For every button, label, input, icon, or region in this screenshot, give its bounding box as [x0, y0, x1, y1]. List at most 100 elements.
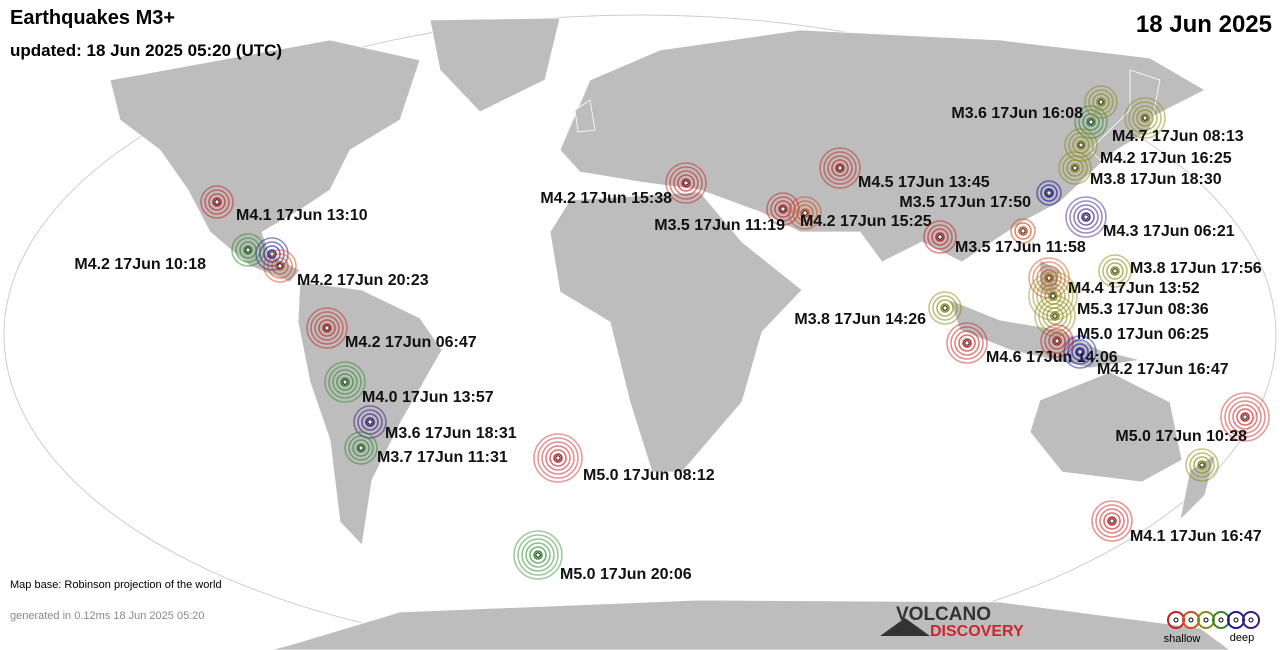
center: [1088, 119, 1094, 125]
ring: [1106, 262, 1124, 280]
ring: [800, 208, 810, 218]
date: 18 Jun 2025: [1136, 11, 1272, 38]
ring: [1032, 275, 1074, 317]
quake-label: M5.0 17Jun 08:12: [583, 467, 715, 484]
quake-label: M5.0 17Jun 06:25: [1077, 326, 1209, 343]
legend-dot: [1248, 617, 1254, 623]
ring: [1197, 460, 1207, 470]
ring: [1088, 89, 1114, 115]
ring: [1107, 516, 1117, 526]
quake-label: M4.2 17Jun 15:25: [800, 213, 932, 230]
ring: [255, 237, 289, 271]
ring: [1036, 180, 1062, 206]
quake-label: M4.5 17Jun 13:45: [858, 174, 990, 191]
quake-label: M4.7 17Jun 08:13: [1112, 128, 1244, 145]
ring: [935, 232, 945, 242]
center: [802, 210, 808, 216]
quake-marker: [923, 220, 957, 254]
ring: [940, 303, 950, 313]
ring: [669, 166, 703, 200]
ring: [212, 197, 222, 207]
quake-label: M4.2 17Jun 10:18: [74, 256, 206, 273]
ring: [324, 361, 366, 403]
quake-marker: [324, 361, 366, 403]
ring: [344, 431, 378, 465]
ring: [1078, 109, 1104, 135]
ring: [1018, 226, 1028, 236]
quake-label: M3.6 17Jun 16:08: [951, 105, 1083, 122]
center: [683, 180, 689, 186]
ring: [275, 261, 285, 271]
quake-label: M5.0 17Jun 20:06: [560, 566, 692, 583]
quake-marker: [1010, 218, 1036, 244]
quake-marker: [1036, 180, 1062, 206]
ring: [1044, 188, 1054, 198]
legend-deep: deep: [1230, 632, 1254, 644]
ring: [1014, 222, 1032, 240]
ring: [823, 151, 857, 185]
ring: [1220, 392, 1270, 442]
ring: [665, 162, 707, 204]
center: [937, 234, 943, 240]
quake-label: M3.8 17Jun 14:26: [794, 311, 926, 328]
ring: [231, 233, 265, 267]
center: [837, 165, 843, 171]
quake-label: M3.7 17Jun 11:31: [377, 449, 508, 466]
ring: [1098, 254, 1132, 288]
ring: [348, 435, 374, 461]
map-base-note: Map base: Robinson projection of the wor…: [10, 579, 222, 591]
ring: [200, 185, 234, 219]
ring: [923, 220, 957, 254]
ring: [1040, 269, 1058, 287]
ring: [932, 295, 958, 321]
ring: [1028, 271, 1078, 321]
quake-marker: [1058, 151, 1092, 185]
ring: [796, 204, 814, 222]
updated: updated: 18 Jun 2025 05:20 (UTC): [10, 41, 282, 60]
ring: [1091, 500, 1133, 542]
quake-label: M4.3 17Jun 06:21: [1103, 223, 1235, 240]
quake-label: M4.2 17Jun 16:47: [1097, 361, 1229, 378]
ring: [1036, 279, 1070, 313]
ring: [774, 200, 792, 218]
ring: [827, 155, 853, 181]
quake-marker: [946, 322, 988, 364]
quake-label: M4.6 17Jun 14:06: [986, 349, 1118, 366]
ring: [513, 530, 563, 580]
ring: [1228, 400, 1262, 434]
quake-label: M4.2 17Jun 15:38: [540, 190, 672, 207]
ring: [936, 299, 954, 317]
quake-label: M4.0 17Jun 13:57: [362, 389, 494, 406]
quake-label: M5.0 17Jun 10:28: [1115, 428, 1247, 445]
ring: [1084, 85, 1118, 119]
ring: [962, 338, 972, 348]
ring: [1092, 93, 1110, 111]
ring: [1044, 273, 1054, 283]
ring: [1193, 456, 1211, 474]
quake-marker: [788, 196, 822, 230]
quake-marker: [1063, 335, 1097, 369]
ring: [770, 196, 796, 222]
ring: [792, 200, 818, 226]
ring: [243, 245, 253, 255]
center: [324, 325, 330, 331]
ring: [306, 307, 348, 349]
ring: [521, 538, 555, 572]
ring: [1103, 512, 1121, 530]
ring: [1236, 408, 1254, 426]
center: [1242, 414, 1248, 420]
ring: [673, 170, 699, 196]
center: [1052, 313, 1058, 319]
ring: [332, 369, 358, 395]
legend-dot: [1233, 617, 1239, 623]
ring: [1063, 335, 1097, 369]
center: [1078, 142, 1084, 148]
ring: [819, 147, 861, 189]
ring: [1224, 396, 1266, 438]
quake-marker: [1185, 448, 1219, 482]
quake-marker: [533, 433, 583, 483]
quake-label: M3.8 17Jun 17:56: [1130, 260, 1262, 277]
generated-note: generated in 0.12ms 18 Jun 2025 05:20: [10, 610, 204, 622]
quake-label: M3.5 17Jun 17:50: [899, 194, 1031, 211]
ring: [778, 204, 788, 214]
